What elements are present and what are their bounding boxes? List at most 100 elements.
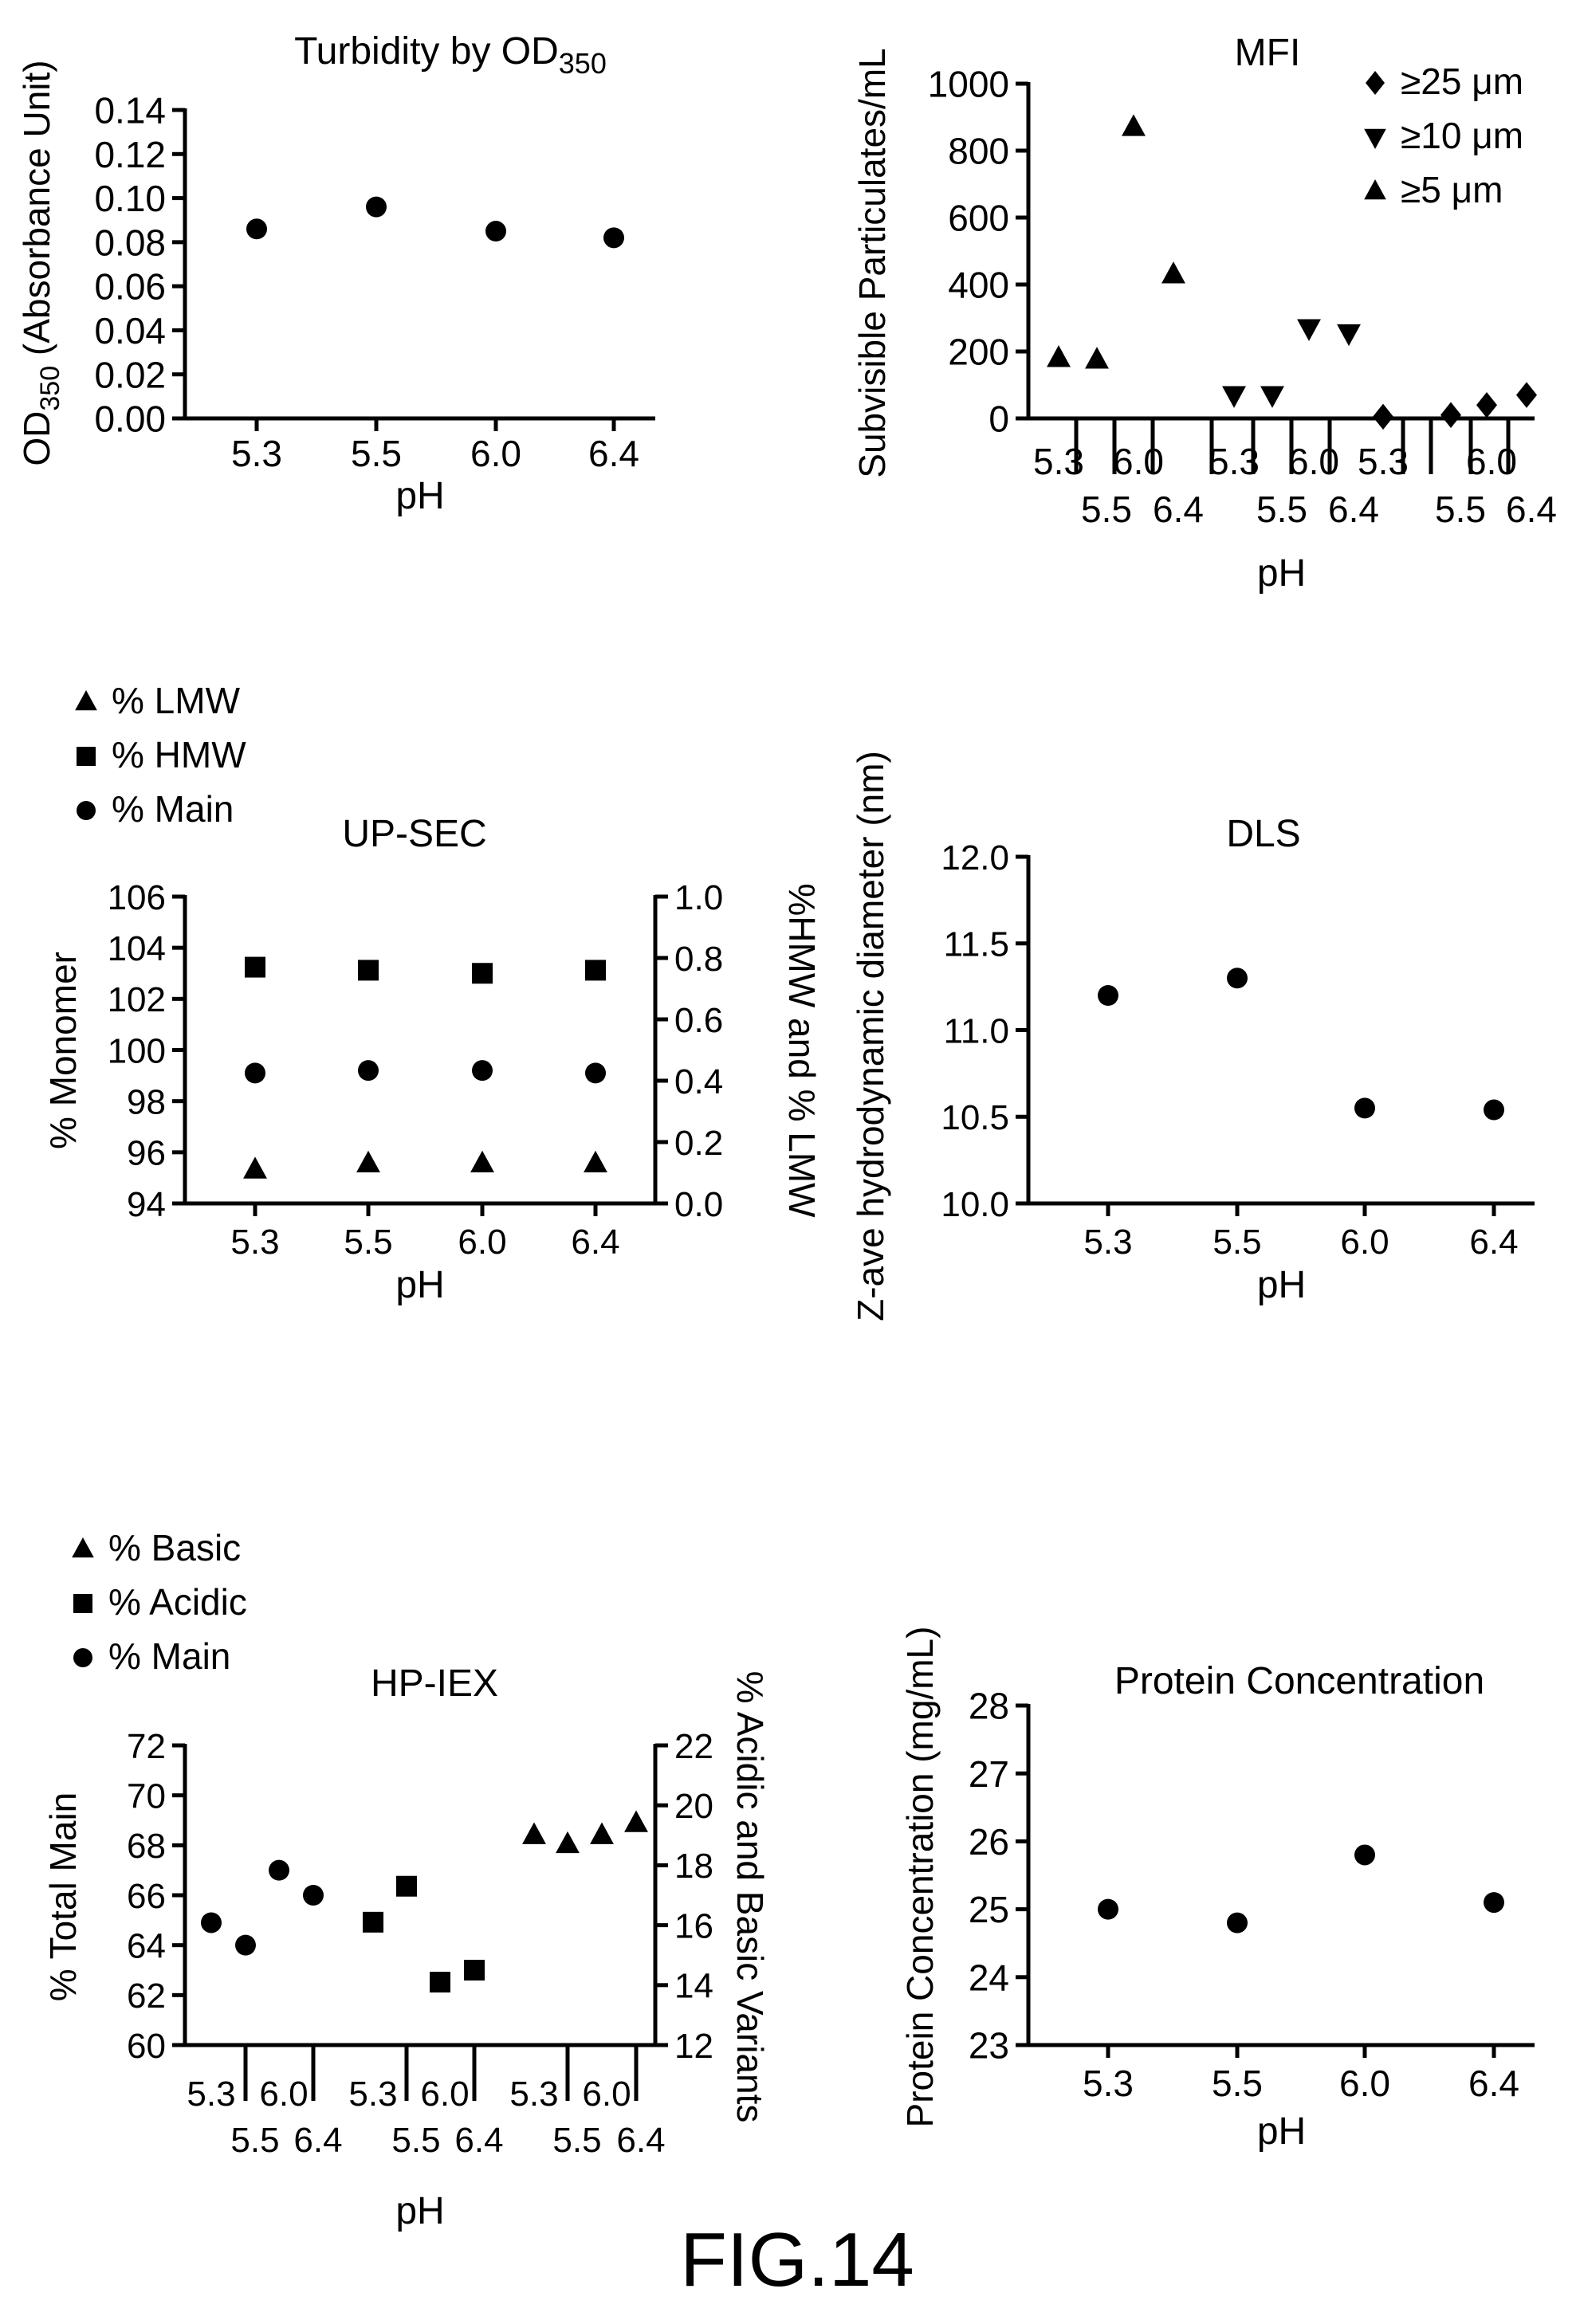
data-point bbox=[235, 1934, 256, 1956]
data-point bbox=[358, 1060, 379, 1082]
x-tick-label: 5.3 bbox=[187, 2075, 235, 2114]
data-point bbox=[1161, 261, 1185, 284]
data-point bbox=[396, 1875, 417, 1897]
y-axis-title-subscript: 350 bbox=[35, 366, 65, 411]
x-tick-label: 5.3 bbox=[509, 2075, 558, 2114]
data-point bbox=[1260, 386, 1284, 408]
legend-marker bbox=[1364, 179, 1386, 200]
x-tick-label: 6.0 bbox=[420, 2075, 469, 2114]
data-point bbox=[1354, 1097, 1375, 1119]
x-tick-label: 6.0 bbox=[1466, 441, 1517, 482]
x-tick-label: 5.5 bbox=[391, 2121, 440, 2160]
x-axis-title: pH bbox=[395, 1264, 444, 1306]
chart-title: DLS bbox=[1226, 813, 1300, 855]
y-tick-label: 0.04 bbox=[94, 310, 166, 351]
x-axis-title: pH bbox=[395, 475, 444, 517]
legend-marker bbox=[75, 690, 97, 711]
y-tick-label: 62 bbox=[127, 1977, 166, 2016]
data-point bbox=[1227, 968, 1248, 989]
y-tick-label: 400 bbox=[948, 265, 1009, 306]
series--10-m bbox=[1222, 319, 1361, 408]
series--25-m bbox=[1373, 382, 1537, 430]
legend-marker bbox=[1364, 128, 1386, 149]
y-tick-label: 0.12 bbox=[94, 134, 166, 175]
x-tick-label: 6.4 bbox=[1468, 2063, 1519, 2104]
y-tick-label: 70 bbox=[127, 1777, 166, 1816]
y2-axis-title: %HMW and % LMW bbox=[781, 883, 823, 1218]
x-tick-label: 6.4 bbox=[1506, 489, 1557, 530]
series--acidic bbox=[363, 1875, 485, 1993]
data-point bbox=[1354, 1844, 1375, 1866]
chart-title: UP-SEC bbox=[342, 813, 486, 855]
x-tick-label: 6.4 bbox=[588, 433, 639, 474]
y2-axis-title: % Acidic and Basic Variants bbox=[729, 1671, 771, 2123]
x-tick-label: 5.3 bbox=[230, 1223, 279, 1262]
series--basic bbox=[522, 1810, 648, 1854]
chart-title: HP-IEX bbox=[371, 1663, 498, 1705]
x-tick-label: 6.0 bbox=[470, 433, 521, 474]
legend-marker bbox=[73, 1594, 92, 1613]
y-axis-title: % Monomer bbox=[42, 952, 84, 1149]
legend-label: % Main bbox=[112, 788, 234, 830]
y-tick-label: 72 bbox=[127, 1727, 166, 1766]
x-tick-label: 6.0 bbox=[259, 2075, 308, 2114]
x-tick-label: 6.4 bbox=[1328, 489, 1379, 530]
series--hmw bbox=[245, 956, 606, 984]
data-point bbox=[430, 1972, 450, 1993]
x-tick-label: 6.0 bbox=[458, 1223, 506, 1262]
data-point bbox=[1484, 1099, 1504, 1121]
data-point bbox=[590, 1822, 614, 1844]
x-tick-label: 6.0 bbox=[1288, 441, 1339, 482]
data-point bbox=[585, 960, 606, 981]
data-point bbox=[201, 1912, 222, 1933]
data-point bbox=[1098, 1898, 1118, 1920]
y-tick-label: 64 bbox=[127, 1927, 166, 1966]
x-tick-label: 5.5 bbox=[344, 1223, 392, 1262]
x-tick-label: 5.5 bbox=[1081, 489, 1132, 530]
y-axis-title: OD350 (Absorbance Unit) bbox=[16, 60, 65, 465]
series-0 bbox=[1098, 1844, 1504, 1933]
x-tick-label: 6.4 bbox=[616, 2121, 665, 2160]
y-tick-label: 800 bbox=[948, 131, 1009, 172]
x-tick-label: 5.5 bbox=[1212, 2063, 1263, 2104]
y-tick-label: 94 bbox=[127, 1185, 166, 1224]
y-tick-label: 27 bbox=[969, 1753, 1009, 1795]
x-tick-label: 5.5 bbox=[552, 2121, 601, 2160]
y-tick-label: 100 bbox=[108, 1031, 166, 1070]
y2-tick-label: 14 bbox=[674, 1967, 713, 2006]
series-0 bbox=[246, 196, 624, 249]
legend-label: % Acidic bbox=[108, 1581, 247, 1623]
chart-upsec: 94 96 98 100 102 104 106 0.0 0.2 0.4 0.6 0.8 1.0 5.3 5… bbox=[42, 680, 823, 1306]
x-tick-label: 6.4 bbox=[1153, 489, 1204, 530]
y-tick-label: 98 bbox=[127, 1083, 166, 1122]
data-point bbox=[585, 1062, 606, 1084]
data-point bbox=[1516, 382, 1537, 408]
y-tick-label: 0 bbox=[988, 398, 1009, 440]
data-point bbox=[1337, 324, 1361, 347]
data-point bbox=[1373, 403, 1393, 430]
data-point bbox=[303, 1885, 324, 1906]
x-tick-label: 5.5 bbox=[351, 433, 402, 474]
y-tick-label: 0.14 bbox=[94, 90, 166, 132]
x-tick-label: 6.4 bbox=[571, 1223, 619, 1262]
y2-tick-label: 0.0 bbox=[674, 1185, 723, 1224]
data-point bbox=[624, 1810, 648, 1832]
y-tick-label: 66 bbox=[127, 1877, 166, 1916]
x-tick-label: 5.3 bbox=[1358, 441, 1409, 482]
x-tick-label: 5.3 bbox=[1033, 441, 1084, 482]
x-axis-title: pH bbox=[1257, 1264, 1306, 1306]
legend-marker bbox=[77, 747, 96, 766]
legend-label: ≥25 μm bbox=[1401, 61, 1523, 102]
x-tick-label: 5.3 bbox=[348, 2075, 397, 2114]
x-tick-label: 6.4 bbox=[293, 2121, 342, 2160]
y-tick-label: 25 bbox=[969, 1889, 1009, 1930]
data-point bbox=[245, 1062, 265, 1084]
x-tick-label: 6.0 bbox=[1113, 441, 1164, 482]
x-tick-label: 5.5 bbox=[1435, 489, 1486, 530]
y-tick-label: 0.00 bbox=[94, 398, 166, 440]
x-tick-label: 6.4 bbox=[454, 2121, 503, 2160]
data-point bbox=[246, 218, 267, 240]
y-tick-label: 600 bbox=[948, 198, 1009, 239]
